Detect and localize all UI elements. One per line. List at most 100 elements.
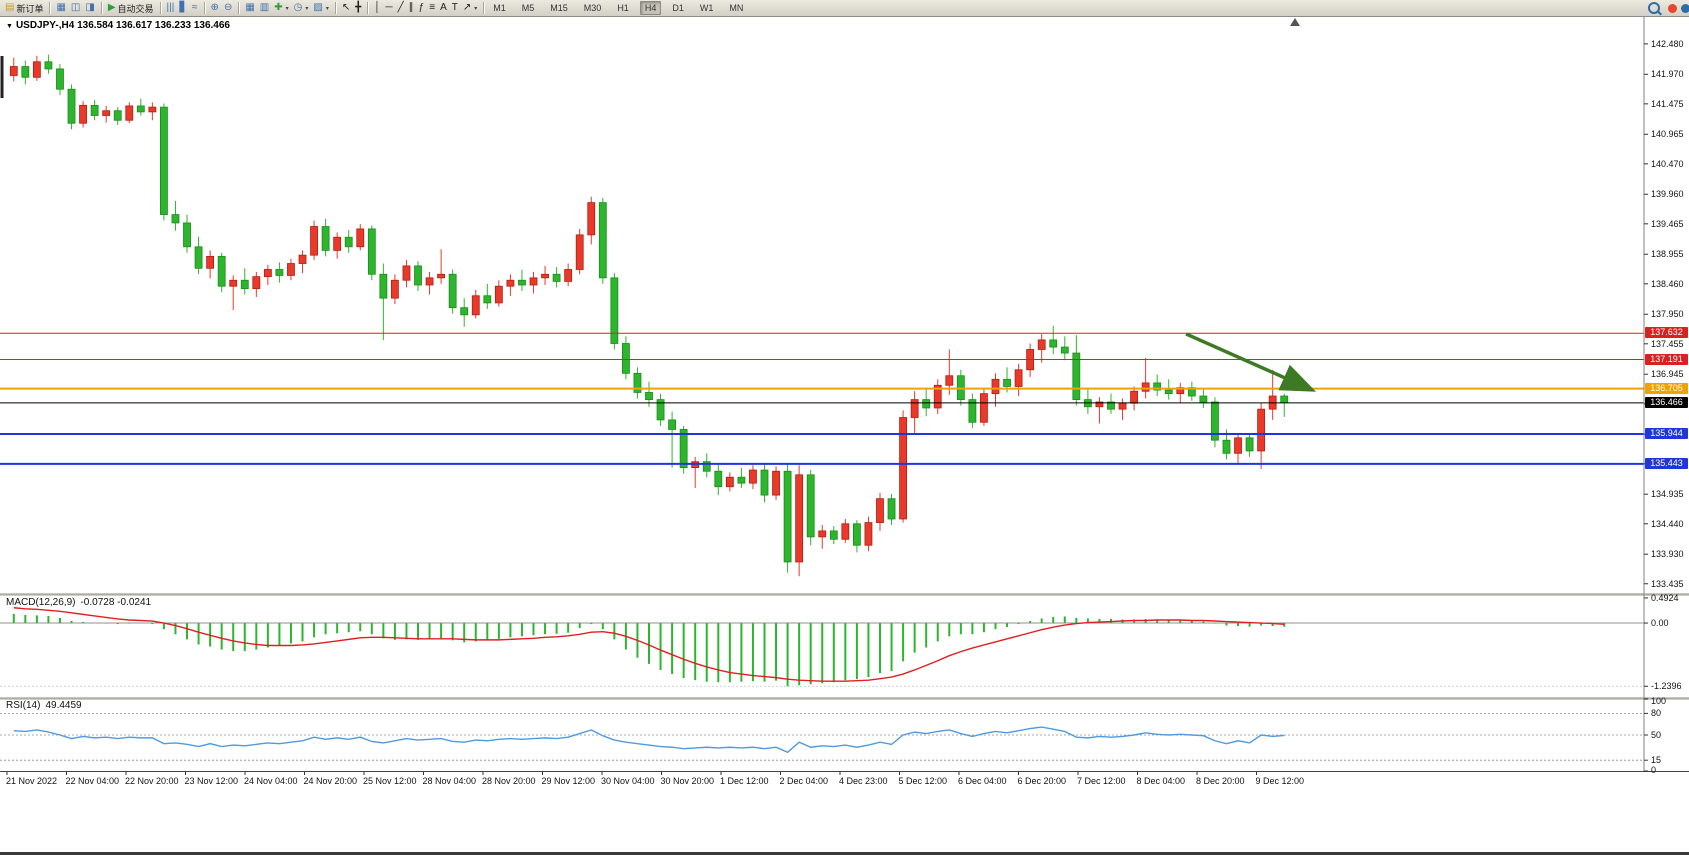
timeframe-h4[interactable]: H4 [639, 1, 662, 15]
price-axis-label: 141.475 [1651, 98, 1684, 109]
price-axis-label: 138.460 [1651, 278, 1684, 289]
candle [1199, 388, 1208, 408]
community-icon[interactable] [1681, 3, 1689, 13]
chart-ohlc-header: ▼ USDJPY-,H4 136.584 136.617 136.233 136.… [6, 20, 230, 31]
search-icon[interactable] [1648, 2, 1660, 14]
navigator-icon-glyph: ◨ [85, 2, 95, 13]
candle [1037, 333, 1046, 363]
templates-icon[interactable]: ▨ ▾ [311, 1, 330, 16]
timeframe-m30[interactable]: M30 [583, 3, 602, 13]
candle [217, 252, 226, 293]
timeframe-m1[interactable]: M1 [493, 3, 506, 13]
trend-arrow[interactable] [1185, 332, 1317, 392]
toolbar-separator [49, 2, 51, 14]
candle [229, 275, 238, 311]
text-label-icon[interactable]: T [450, 1, 460, 16]
candle [1118, 398, 1127, 420]
timeframe-m5[interactable]: M5 [521, 3, 535, 13]
candle [79, 101, 87, 128]
candle [633, 367, 642, 399]
timeframe-w1[interactable]: W1 [699, 3, 714, 13]
rsi-axis-label: 15 [1651, 755, 1662, 766]
price-axis-label: 133.435 [1651, 578, 1684, 589]
price-badge-137.191: 137.191 [1645, 353, 1688, 365]
candle [668, 411, 676, 468]
candle [1245, 434, 1254, 457]
vertical-line-icon-glyph: │ [374, 2, 381, 13]
macd-axis-label: 0.00 [1651, 618, 1669, 629]
candle [483, 283, 492, 309]
candle [494, 280, 503, 307]
candle [263, 264, 272, 286]
auto-trading-button[interactable]: ▶ 自动交易 [106, 1, 156, 16]
vertical-line-icon[interactable]: │ [372, 1, 382, 16]
data-window-icon[interactable]: ◫ [69, 1, 82, 16]
candles-mode-icon[interactable]: ▋ [177, 1, 189, 16]
bars-mode-icon[interactable]: ||| [165, 1, 177, 16]
candle [529, 271, 538, 294]
market-watch-icon[interactable]: ▦ [54, 1, 67, 16]
chart-shift-marker[interactable] [1290, 18, 1300, 26]
toolbar-separator [203, 2, 205, 14]
price-axis-label: 138.955 [1651, 249, 1684, 260]
rsi-splitter[interactable] [0, 697, 1689, 701]
tile-windows-icon[interactable]: ▦ [243, 1, 256, 16]
trendline-icon[interactable]: ╱ [396, 1, 406, 16]
horizontal-line-icon-glyph: ─ [385, 2, 393, 13]
periods-icon-dropdown[interactable]: ▾ [305, 5, 309, 12]
candle [506, 274, 515, 296]
time-axis-label: 24 Nov 04:00 [244, 776, 298, 786]
candle [310, 220, 318, 260]
horizontal-line-icon[interactable]: ─ [384, 1, 395, 16]
macd-splitter[interactable] [0, 593, 1689, 597]
add-indicator-icon-dropdown[interactable]: ▾ [285, 5, 289, 12]
cursor-icon[interactable]: ↖ [340, 1, 352, 16]
rsi-axis-label: 80 [1651, 708, 1662, 719]
candle [991, 373, 1000, 407]
candle [749, 465, 757, 490]
arrange-windows-icon[interactable]: ▥ [258, 1, 271, 16]
text-icon[interactable]: A [438, 1, 449, 16]
navigator-icon[interactable]: ◨ [83, 1, 96, 16]
candle [471, 289, 480, 319]
candle [90, 99, 99, 121]
time-axis-label: 24 Nov 20:00 [303, 776, 358, 786]
crosshair-icon-glyph: ╋ [355, 2, 362, 13]
time-axis-label: 22 Nov 20:00 [125, 776, 179, 786]
new-order-button[interactable]: ▤ 新订单 [3, 1, 45, 16]
alerts-badge-icon[interactable] [1668, 3, 1677, 13]
market-watch-icon-glyph: ▦ [56, 2, 66, 13]
crosshair-icon[interactable]: ╋ [353, 1, 363, 16]
shapes-icon[interactable]: ≡ [427, 1, 437, 16]
auto-trading-button-glyph: ▶ [107, 2, 116, 13]
channel-icon[interactable]: ∥ [407, 1, 416, 16]
arrows-tool-icon-dropdown[interactable]: ▾ [474, 5, 478, 12]
macd-signal-line [13, 607, 1285, 682]
timeframe-d1[interactable]: D1 [672, 3, 684, 13]
candle [1072, 335, 1081, 406]
candle [1026, 343, 1035, 377]
templates-icon-dropdown[interactable]: ▾ [325, 5, 329, 12]
toolbar: ▤ 新订单 ▦ ◫ ◨ ▶ 自动交易 ||| ▋ ≈ ⊕ ⊖ ▦ ▥ ✚ ▾ ◷ ▾ ▨ ▾ ↖ ╋ │ ─ ╱ ∥ ƒ ≡ A T ↗ ▾ M… [0, 0, 1689, 17]
toolbar-separator [334, 2, 336, 14]
toolbar-separator [367, 2, 369, 14]
periods-icon[interactable]: ◷ ▾ [292, 1, 311, 16]
fibonacci-icon[interactable]: ƒ [417, 1, 427, 16]
price-axis-label: 133.930 [1651, 549, 1684, 560]
timeframe-mn[interactable]: MN [729, 3, 744, 13]
timeframe-h1[interactable]: H1 [617, 3, 629, 13]
zoom-out-icon[interactable]: ⊖ [222, 1, 234, 16]
add-indicator-icon-glyph: ✚ [274, 2, 283, 13]
timeframe-m15[interactable]: M15 [550, 3, 568, 13]
time-axis-label: 4 Dec 23:00 [839, 776, 888, 786]
candle [321, 218, 330, 257]
line-mode-icon[interactable]: ≈ [190, 1, 200, 16]
arrows-tool-icon[interactable]: ↗ ▾ [461, 1, 479, 16]
add-indicator-icon[interactable]: ✚ ▾ [272, 1, 290, 16]
candle [922, 387, 931, 417]
candle [864, 516, 873, 552]
collapse-ohlc-icon[interactable]: ▼ [6, 23, 13, 30]
zoom-in-icon[interactable]: ⊕ [209, 1, 221, 16]
time-axis-label: 8 Dec 04:00 [1136, 776, 1186, 786]
